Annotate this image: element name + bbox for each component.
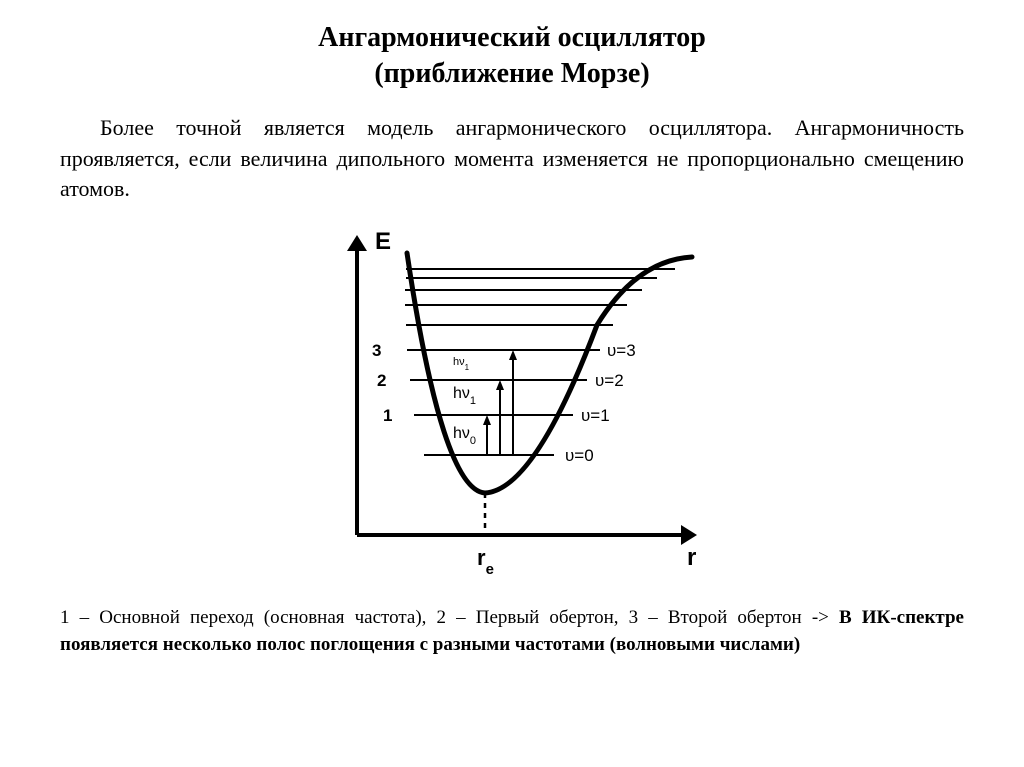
caption-plain: 1 – Основной переход (основная частота),… [60, 607, 839, 628]
svg-text:hν1: hν1 [453, 356, 470, 372]
morse-potential-diagram: Er re υ=0 hν0 υ=1 1 hν1 υ=2 2 hν1 υ=3 3 [297, 215, 727, 585]
svg-text:υ=2: υ=2 [595, 371, 624, 390]
svg-text:2: 2 [377, 371, 386, 390]
svg-text:1: 1 [383, 406, 392, 425]
svg-text:E: E [375, 228, 391, 255]
svg-text:r: r [687, 544, 696, 571]
diagram-container: Er re υ=0 hν0 υ=1 1 hν1 υ=2 2 hν1 υ=3 3 [60, 215, 964, 585]
intro-paragraph: Более точной является модель ангармониче… [60, 113, 964, 205]
page-title: Ангармонический осциллятор (приближение … [60, 20, 964, 93]
svg-text:υ=1: υ=1 [581, 406, 610, 425]
svg-text:re: re [477, 545, 494, 578]
title-line-2: (приближение Морзе) [374, 58, 649, 89]
svg-text:hν0: hν0 [453, 425, 476, 447]
svg-text:υ=0: υ=0 [565, 446, 594, 465]
svg-text:hν1: hν1 [453, 385, 476, 407]
svg-text:3: 3 [372, 341, 381, 360]
caption: 1 – Основной переход (основная частота),… [60, 605, 964, 658]
title-line-1: Ангармонический осциллятор [318, 22, 706, 53]
svg-text:υ=3: υ=3 [607, 341, 636, 360]
